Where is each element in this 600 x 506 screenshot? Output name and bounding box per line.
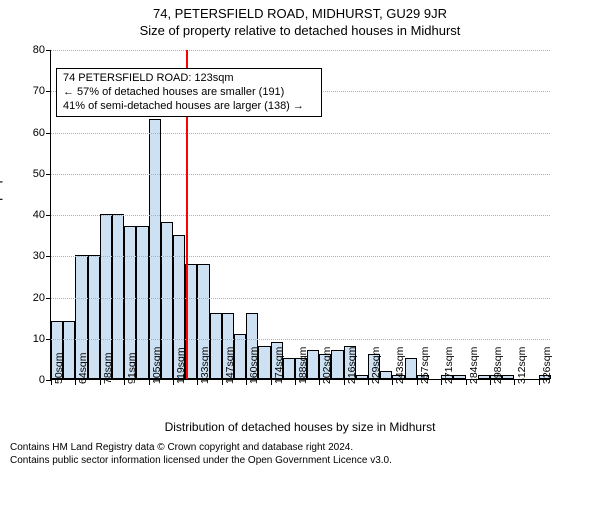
xtick-mark [539, 380, 540, 385]
annotation-line: 74 PETERSFIELD ROAD: 123sqm [63, 72, 315, 86]
ytick-label: 10 [33, 333, 51, 345]
ytick-label: 40 [33, 209, 51, 221]
xtick-mark [490, 380, 491, 385]
gridline [51, 256, 550, 257]
xtick-label: 133sqm [199, 347, 211, 384]
histogram-bar [258, 346, 270, 379]
gridline [51, 298, 550, 299]
xtick-mark [344, 380, 345, 385]
credit-line-2: Contains public sector information licen… [10, 455, 590, 468]
xtick-mark [100, 380, 101, 385]
histogram-bar [88, 255, 100, 379]
xtick-label: 326sqm [541, 347, 553, 384]
histogram-bar [331, 350, 343, 379]
ytick-label: 70 [33, 85, 51, 97]
plot-area: 0102030405060708050sqm64sqm78sqm91sqm105… [50, 50, 550, 380]
annotation-box: 74 PETERSFIELD ROAD: 123sqm← 57% of deta… [56, 68, 322, 117]
gridline [51, 50, 550, 51]
gridline [51, 215, 550, 216]
xtick-mark [51, 380, 52, 385]
xtick-label: 147sqm [224, 347, 236, 384]
xtick-label: 298sqm [492, 347, 504, 384]
xtick-mark [295, 380, 296, 385]
histogram-bar [502, 375, 514, 379]
xtick-label: 243sqm [394, 347, 406, 384]
xtick-label: 160sqm [248, 347, 260, 384]
xtick-label: 257sqm [419, 347, 431, 384]
annotation-line: 41% of semi-detached houses are larger (… [63, 100, 315, 114]
histogram-bar [149, 119, 161, 379]
xtick-label: 216sqm [346, 347, 358, 384]
ytick-label: 50 [33, 168, 51, 180]
gridline [51, 339, 550, 340]
xtick-mark [246, 380, 247, 385]
xtick-label: 174sqm [273, 347, 285, 384]
histogram-bar [210, 313, 222, 379]
xtick-label: 229sqm [370, 347, 382, 384]
gridline [51, 133, 550, 134]
xtick-label: 50sqm [53, 352, 65, 384]
y-axis-label: Number of detached properties [0, 147, 3, 312]
chart-container: Number of detached properties 0102030405… [0, 40, 555, 420]
xtick-label: 202sqm [321, 347, 333, 384]
xtick-mark [271, 380, 272, 385]
histogram-bar [380, 371, 392, 379]
xtick-label: 284sqm [468, 347, 480, 384]
histogram-bar [405, 358, 417, 379]
page-subtitle: Size of property relative to detached ho… [0, 23, 600, 38]
xtick-mark [124, 380, 125, 385]
xtick-mark [173, 380, 174, 385]
xtick-mark [149, 380, 150, 385]
ytick-label: 0 [39, 374, 51, 386]
x-axis-label: Distribution of detached houses by size … [0, 420, 600, 434]
xtick-label: 312sqm [516, 347, 528, 384]
annotation-line: ← 57% of detached houses are smaller (19… [63, 86, 315, 100]
xtick-mark [222, 380, 223, 385]
xtick-label: 64sqm [77, 352, 89, 384]
xtick-label: 271sqm [443, 347, 455, 384]
ytick-label: 80 [33, 44, 51, 56]
credit-line-1: Contains HM Land Registry data © Crown c… [10, 442, 590, 455]
ytick-label: 60 [33, 127, 51, 139]
gridline [51, 174, 550, 175]
xtick-label: 78sqm [102, 352, 114, 384]
xtick-mark [368, 380, 369, 385]
ytick-label: 30 [33, 250, 51, 262]
xtick-label: 105sqm [151, 347, 163, 384]
histogram-bar [136, 226, 148, 379]
xtick-label: 188sqm [297, 347, 309, 384]
ytick-label: 20 [33, 292, 51, 304]
xtick-label: 91sqm [126, 352, 138, 384]
xtick-mark [417, 380, 418, 385]
histogram-bar [63, 321, 75, 379]
page-title: 74, PETERSFIELD ROAD, MIDHURST, GU29 9JR [0, 6, 600, 21]
xtick-mark [466, 380, 467, 385]
histogram-bar [453, 375, 465, 379]
